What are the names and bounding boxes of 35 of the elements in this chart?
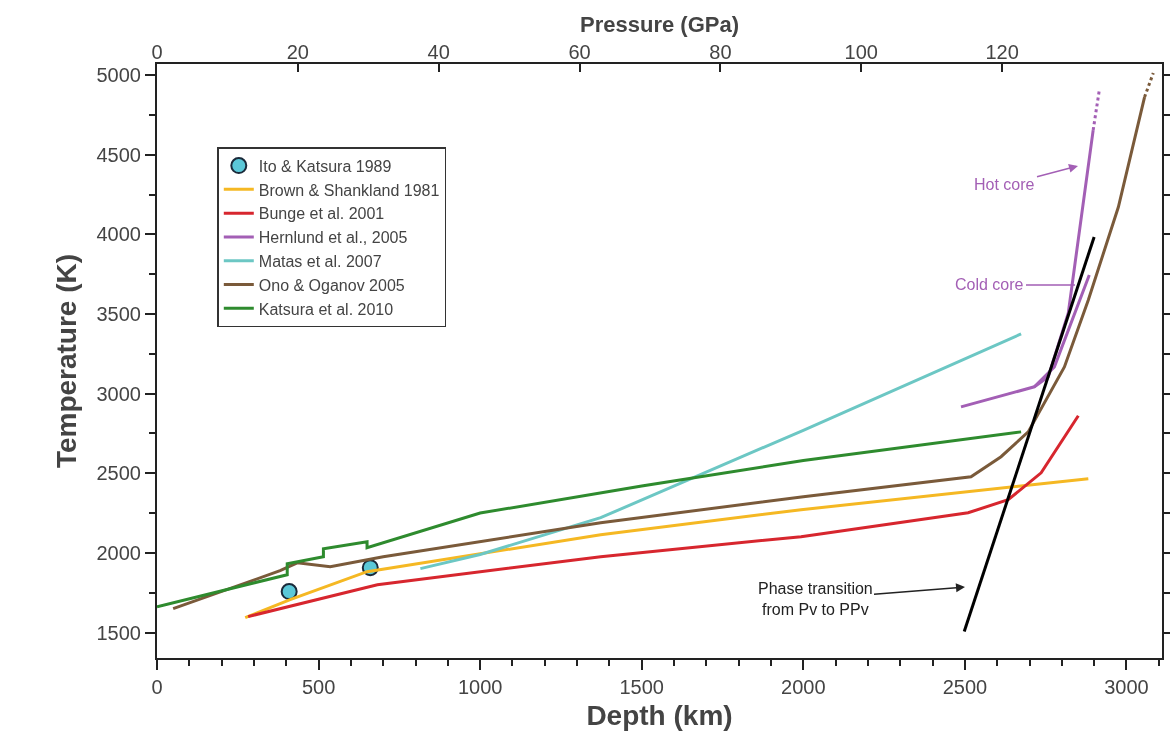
y-tick-label: 1500 xyxy=(96,621,141,644)
x-axis-title: Depth (km) xyxy=(586,699,733,731)
annotation: Phase transition from Pv to PPv xyxy=(758,580,873,618)
x-tick-label: 2000 xyxy=(781,676,826,698)
x-tick-label: 1000 xyxy=(457,676,503,698)
annotation: Cold core xyxy=(955,276,1024,293)
legend-label: Ito & Katsura 1989 xyxy=(258,157,392,175)
x-tick-label: 1500 xyxy=(619,676,664,698)
y-tick-label: 2500 xyxy=(96,462,141,485)
legend-label: Hernlund et al., 2005 xyxy=(258,229,408,247)
legend-label: Katsura et al. 2010 xyxy=(258,300,394,318)
x2-tick-label: 20 xyxy=(286,41,309,63)
x-tick-label: 2500 xyxy=(942,676,988,698)
y-tick-label: 4500 xyxy=(96,143,141,166)
legend-label: Brown & Shankland 1981 xyxy=(258,181,440,199)
x2-tick-label: 120 xyxy=(985,41,1019,63)
y-axis-title: Temperature (K) xyxy=(50,253,82,469)
x2-tick-label: 100 xyxy=(844,41,878,63)
y-tick-label: 3000 xyxy=(96,382,141,405)
legend-label: Matas et al. 2007 xyxy=(258,253,382,270)
y-tick-label: 4000 xyxy=(96,223,141,246)
x2-tick-label: 80 xyxy=(709,41,732,63)
y-tick-label: 5000 xyxy=(96,64,141,87)
y-tick-label: 3500 xyxy=(96,303,141,326)
annotation: Hot core xyxy=(974,176,1035,193)
x2-tick-label: 40 xyxy=(427,41,450,63)
x2-axis-title: Pressure (GPa) xyxy=(580,11,739,37)
x2-tick-label: 60 xyxy=(568,41,591,63)
y-tick-label: 2000 xyxy=(96,541,141,564)
legend-label: Bunge et al. 2001 xyxy=(258,205,385,223)
legend-label: Ono & Oganov 2005 xyxy=(258,276,405,294)
x-tick-label: 3000 xyxy=(1104,676,1149,698)
x-tick-label: 500 xyxy=(301,676,336,698)
x-tick-label: 0 xyxy=(151,676,163,698)
x2-tick-label: 0 xyxy=(151,41,163,63)
